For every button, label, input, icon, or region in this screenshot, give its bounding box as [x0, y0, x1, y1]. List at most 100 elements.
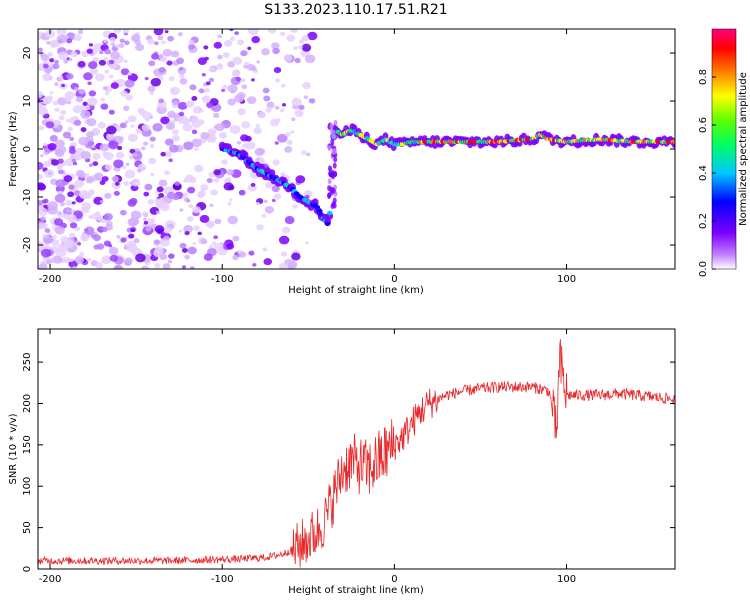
- noise-blob: [78, 88, 86, 95]
- noise-blob: [222, 84, 229, 90]
- noise-blob: [144, 183, 153, 191]
- noise-blob: [284, 216, 295, 225]
- noise-blob: [54, 59, 60, 64]
- noise-blob: [171, 135, 180, 142]
- noise-blob: [108, 244, 113, 248]
- snr-panel: -200 -100 0 100 0 50 100 150 200 250 Height of st…: [8, 328, 676, 596]
- noise-blob: [124, 257, 133, 265]
- noise-blob: [271, 185, 280, 193]
- noise-blob: [80, 127, 87, 133]
- noise-blob: [215, 123, 225, 132]
- noise-blob: [46, 40, 51, 45]
- noise-blob: [301, 35, 309, 42]
- noise-blob: [244, 61, 250, 66]
- colorbar-tick-label: 0.0: [698, 261, 709, 277]
- noise-blob: [88, 214, 94, 220]
- noise-blob: [188, 43, 196, 50]
- noise-blob: [298, 45, 303, 50]
- noise-blob: [66, 73, 74, 80]
- noise-blob: [229, 29, 234, 32]
- noise-blob: [113, 190, 120, 196]
- x-tick-label: 0: [391, 274, 397, 285]
- noise-blob: [93, 42, 104, 52]
- noise-blob: [222, 52, 230, 58]
- noise-blob: [290, 130, 295, 134]
- noise-blob: [271, 42, 280, 50]
- transition-blob: [327, 145, 332, 152]
- noise-blob: [108, 140, 119, 150]
- noise-blob: [149, 136, 156, 142]
- noise-blob: [213, 41, 223, 49]
- transition-blob: [330, 138, 335, 145]
- noise-blob: [191, 120, 202, 129]
- noise-blob: [248, 29, 259, 36]
- noise-blob: [160, 116, 170, 125]
- noise-blob: [183, 192, 189, 197]
- noise-blob: [42, 73, 52, 82]
- noise-blob: [119, 209, 127, 216]
- noise-blob: [223, 119, 230, 125]
- y-tick-label: 200: [22, 394, 33, 413]
- noise-blob: [280, 83, 286, 88]
- noise-blob: [55, 248, 67, 258]
- noise-blob: [263, 95, 271, 102]
- noise-blob: [217, 63, 222, 67]
- noise-blob: [251, 36, 261, 44]
- noise-blob: [255, 202, 260, 206]
- noise-blob: [103, 212, 113, 221]
- noise-blob: [212, 112, 220, 119]
- noise-blob: [188, 39, 195, 45]
- noise-blob: [134, 39, 141, 45]
- noise-blob: [122, 165, 127, 170]
- noise-blob: [161, 40, 166, 45]
- noise-blob: [69, 145, 76, 151]
- noise-blob: [147, 199, 155, 205]
- noise-blob: [145, 226, 152, 232]
- noise-blob: [56, 29, 67, 36]
- noise-blob: [123, 105, 130, 111]
- noise-blob: [127, 133, 138, 142]
- noise-blob: [236, 140, 242, 145]
- noise-blob: [98, 59, 107, 66]
- noise-blob: [208, 66, 216, 73]
- noise-blob: [179, 78, 188, 85]
- noise-blob: [159, 253, 168, 260]
- bottom-x-axis-label: Height of straight line (km): [288, 585, 424, 596]
- noise-blob: [156, 186, 164, 193]
- noise-blob: [189, 84, 197, 91]
- noise-blob: [236, 71, 241, 75]
- noise-blob: [110, 42, 115, 47]
- noise-blob: [92, 161, 99, 166]
- noise-blob: [40, 248, 52, 258]
- noise-blob: [55, 149, 65, 158]
- noise-blob: [178, 229, 183, 233]
- noise-blob: [56, 126, 61, 130]
- noise-blob: [65, 199, 73, 206]
- noise-blob: [38, 222, 45, 229]
- noise-blob: [158, 193, 165, 198]
- noise-blob: [206, 221, 214, 228]
- noise-blob: [294, 57, 301, 64]
- noise-blob: [97, 121, 106, 129]
- noise-blob: [127, 217, 139, 227]
- colorbar-tick-label: 0.8: [698, 69, 709, 85]
- noise-blob: [153, 29, 164, 36]
- noise-blob: [255, 123, 260, 128]
- noise-blob: [261, 48, 270, 56]
- noise-blob: [177, 32, 183, 37]
- noise-blob: [187, 246, 197, 255]
- noise-blob: [52, 255, 63, 264]
- noise-blob: [178, 111, 185, 117]
- noise-blob: [143, 220, 149, 225]
- noise-blob: [136, 168, 142, 173]
- noise-blob: [183, 197, 190, 202]
- noise-blob: [154, 225, 165, 234]
- noise-blob: [125, 120, 129, 124]
- noise-blob: [99, 50, 104, 55]
- noise-blob: [218, 131, 228, 139]
- noise-blob: [58, 115, 65, 121]
- noise-blob: [127, 199, 137, 207]
- y-tick-label: -10: [22, 189, 33, 205]
- noise-blob: [86, 258, 92, 262]
